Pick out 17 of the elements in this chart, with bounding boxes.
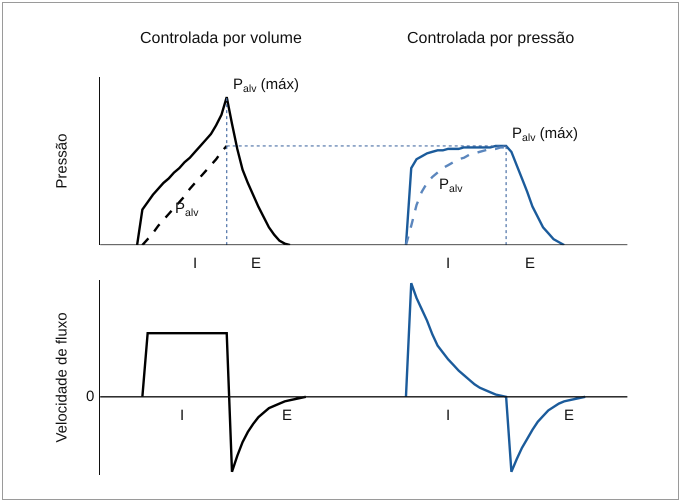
text: P$_{alv}$ (máx) [233, 76, 299, 96]
text: Controlada por volume [140, 30, 302, 47]
annotation: I [446, 407, 450, 424]
annotation: P$_{alv}$ [439, 176, 464, 196]
annotation: E [564, 407, 574, 424]
y-axis-title: Velocidade de fluxo [53, 312, 70, 443]
annotation: P$_{alv}$ [175, 200, 200, 220]
annotation: I [180, 407, 184, 424]
text: I [193, 255, 198, 272]
text: I [446, 255, 450, 272]
text: 0 [86, 388, 94, 405]
text: E [525, 255, 536, 272]
text: Controlada por pressão [407, 30, 574, 47]
text: E [251, 255, 262, 272]
annotation: E [282, 407, 292, 424]
y-axis-title: Pressão [53, 134, 70, 189]
annotation: P$_{alv}$ (máx) [512, 125, 578, 144]
